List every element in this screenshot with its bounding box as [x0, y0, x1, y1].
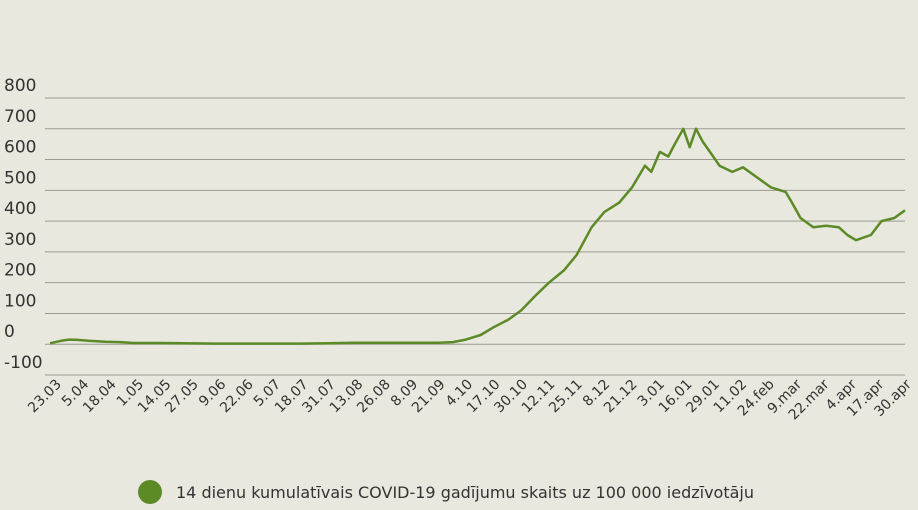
- legend-marker: [138, 480, 162, 504]
- y-tick-label: 700: [4, 107, 36, 127]
- legend: 14 dienu kumulatīvais COVID-19 gadījumu …: [138, 480, 754, 504]
- x-axis-ticks: 23.035.0418.041.0514.0527.059.0622.065.0…: [25, 376, 915, 423]
- y-tick-label: 0: [4, 322, 15, 342]
- gridlines: [45, 97, 905, 376]
- y-tick-label: 400: [4, 199, 36, 219]
- y-tick-label: 100: [4, 291, 36, 311]
- y-axis-ticks: 800 700 600 500 400 300 200 100 0 -100: [4, 76, 43, 373]
- y-tick-label: 200: [4, 261, 36, 281]
- line-chart: 800 700 600 500 400 300 200 100 0 -100 23.035.041…: [4, 76, 915, 423]
- legend-label: 14 dienu kumulatīvais COVID-19 gadījumu …: [176, 482, 755, 502]
- y-tick-label: -100: [4, 353, 43, 373]
- series-layer: [49, 127, 906, 345]
- series-line: [49, 127, 906, 345]
- x-tick-label: 23.03: [25, 377, 65, 417]
- y-tick-label: 500: [4, 168, 36, 188]
- y-tick-label: 800: [4, 76, 36, 96]
- y-tick-label: 300: [4, 230, 36, 250]
- y-tick-label: 600: [4, 138, 36, 158]
